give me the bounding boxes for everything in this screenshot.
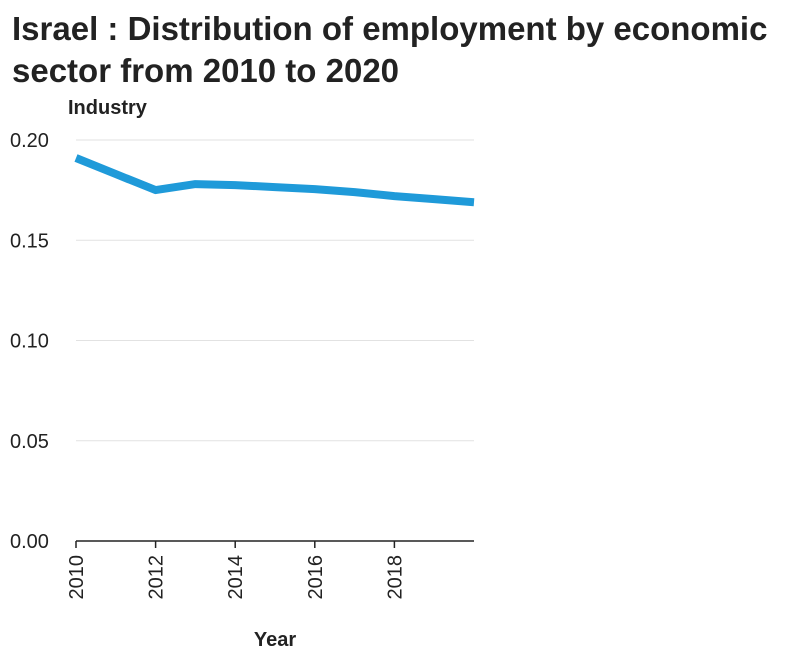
series-line-0: [74, 154, 475, 207]
data-point: [155, 190, 156, 191]
y-axis-ticks: 0.00 0.05 0.10 0.15 0.20: [10, 130, 49, 553]
chart-title: Israel : Distribution of employment by e…: [12, 10, 768, 89]
data-point: [76, 158, 77, 159]
y-tick-label: 0.10: [10, 331, 49, 353]
x-tick-label: 2012: [146, 555, 168, 600]
x-tick-label: 2018: [384, 555, 406, 600]
data-point: [195, 184, 196, 185]
x-axis-title: Year: [254, 629, 296, 651]
data-point: [275, 187, 276, 188]
gridlines: [76, 139, 474, 442]
series-group: [74, 154, 475, 207]
y-tick-label: 0.05: [10, 431, 49, 453]
x-tick-label: 2016: [305, 555, 327, 600]
x-tick-label: 2014: [225, 555, 247, 600]
data-point: [314, 189, 315, 190]
data-point: [394, 196, 395, 197]
x-axis-ticks: 2010 2012 2014 2016 2018: [66, 541, 406, 600]
data-point: [474, 202, 475, 203]
data-point: [115, 174, 116, 175]
y-tick-label: 0.20: [10, 130, 49, 152]
data-point: [434, 199, 435, 200]
data-point: [235, 185, 236, 186]
y-tick-label: 0.15: [10, 230, 49, 252]
y-axis-title: Industry: [68, 97, 148, 119]
data-point: [354, 192, 355, 193]
x-tick-label: 2010: [66, 555, 88, 600]
y-tick-label: 0.00: [10, 531, 49, 553]
